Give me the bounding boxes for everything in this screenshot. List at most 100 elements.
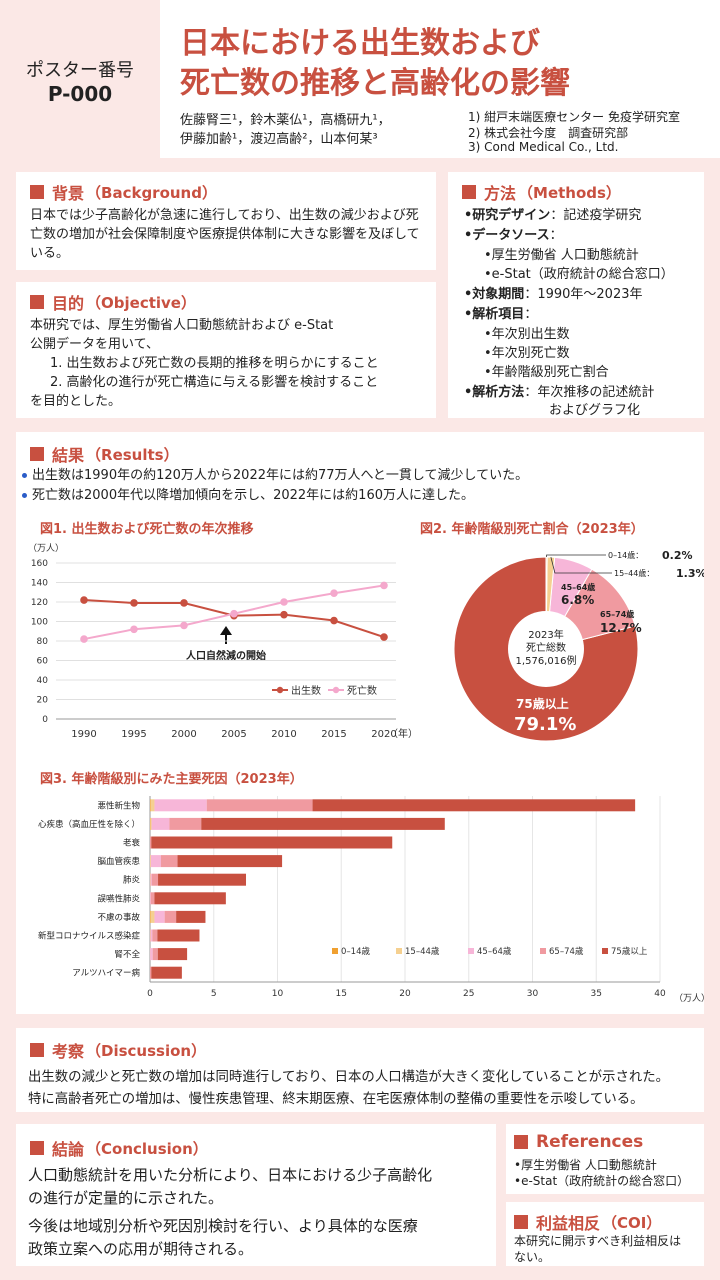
fig1-y-tick-label: 0 (42, 715, 48, 725)
fig3-bar-segment (150, 873, 151, 886)
fig1-x-tick-label: 2010 (271, 729, 296, 740)
fig3-bar-segment (152, 948, 158, 961)
fig1-chart: （万人） （年） 人口自然減の開始 出生数 死亡数 0 20 40 60 80 100 12… (28, 543, 416, 740)
affiliation-2: 2) 株式会社今度 調査研究部 (468, 126, 629, 140)
fig3-legend-label: 0–14歳 (341, 946, 370, 957)
fig3-category-label: 肺炎 (123, 876, 141, 886)
fig1-y-tick-label: 140 (31, 579, 48, 589)
methods-method-2: およびグラフ化 (549, 403, 641, 418)
fig3-bar-segment (169, 817, 202, 830)
fig3-bar-segment (150, 966, 152, 979)
fig1-legend: 出生数 死亡数 (272, 684, 377, 697)
heading-square-icon (30, 1043, 44, 1057)
fig3-category-label: 脳血管疾患 (97, 856, 140, 867)
fig3-category-label: 心疾患（高血圧性を除く） (38, 819, 140, 830)
fig3-bar-segment (164, 910, 177, 923)
fig2-slice (453, 556, 639, 742)
fig3-bar-segment (151, 966, 182, 979)
fig3-x-tick-label: 15 (336, 989, 347, 999)
fig3-bar-segment (154, 910, 165, 923)
fig3-bar-segment (158, 873, 247, 886)
fig1-y-tick-label: 160 (31, 559, 48, 569)
fig3-bar-segment (160, 855, 178, 868)
methods-item-2: •年次別死亡数 (484, 346, 570, 361)
fig2-label-75: 75歳以上 (516, 696, 569, 711)
fig1-data-point (380, 633, 388, 641)
fig1-data-point (180, 621, 188, 630)
references-heading: References (514, 1132, 643, 1152)
fig3-bar-segment (150, 836, 152, 849)
fig2-center-line-2: 死亡総数 (526, 641, 566, 654)
poster-number-box: ポスター番号 P-000 (0, 0, 160, 158)
fig2-label-65-74: 65–74歳 (600, 609, 634, 619)
results-section: 結果 （Results） 出生数は1990年の約120万人から2022年には約7… (16, 432, 704, 1014)
fig3-bar-segment (201, 817, 445, 830)
fig2-label-45-64: 45–64歳 (561, 582, 595, 592)
fig2-leader-line (546, 554, 606, 558)
fig1-x-tick-label: 2015 (321, 729, 346, 740)
fig3-legend-swatch (540, 948, 546, 954)
fig3-bar-segment (150, 799, 151, 812)
fig3-bar-segment (150, 929, 151, 942)
fig3-bar-segment (150, 948, 153, 961)
fig2-center-line-1: 2023年 (528, 628, 563, 641)
fig3-title: 図3. 年齢階級別にみた主要死因（2023年） (40, 772, 303, 787)
discussion-heading: 考察 （Discussion） (30, 1038, 206, 1062)
fig3-category-label: 新型コロナウイルス感染症 (38, 931, 141, 942)
fig3-bar-segment (150, 892, 155, 905)
fig3-bar-segment (150, 873, 152, 886)
fig3-bar-segment (206, 799, 313, 812)
objective-line-1: 本研究では、厚生労働省人口動態統計および e-Stat (30, 318, 334, 333)
fig1-title: 図1. 出生数および死亡数の年次推移 (40, 522, 254, 537)
heading-square-icon (30, 1141, 44, 1155)
fig3-bar-segment (152, 929, 158, 942)
fig3-bar-segment (150, 929, 153, 942)
discussion-line-2: 特に高齢者死亡の増加は、慢性疾患管理、終末期医療、在宅医療体制の整備の重要性を示… (28, 1092, 644, 1107)
methods-source-2: •e-Stat（政府統計の総合窓口） (484, 267, 674, 282)
fig3-bar-segment (154, 892, 226, 905)
fig3-bar-segment (150, 817, 151, 830)
fig1-data-point (230, 609, 238, 618)
fig2-value-0-14: 0.2% (662, 549, 693, 562)
fig1-data-point (80, 596, 88, 604)
coi-line-1: 本研究に開示すべき利益相反は (514, 1234, 682, 1248)
fig1-data-point (80, 635, 88, 643)
fig1-x-unit: （年） (388, 727, 416, 740)
methods-items: •解析項目： (464, 307, 538, 322)
fig1-data-point (280, 598, 288, 606)
header-panel: 日本における出生数および 死亡数の推移と高齢化の影響 佐藤腎三¹，鈴木薬仏¹，高… (160, 0, 720, 158)
fig1-data-point (380, 581, 388, 590)
fig3-category-label: 腎不全 (114, 949, 140, 960)
objective-section: 目的 （Objective） 本研究では、厚生労働省人口動態統計および e-St… (16, 282, 436, 418)
fig3-bar-segment (150, 799, 155, 812)
fig3-category-label: 誤嚥性肺炎 (97, 893, 140, 904)
fig2-chart: 2023年 死亡総数 1,576,016例 0–14歳： 0.2% 15–44歳： 1… (453, 549, 704, 742)
fig3-x-tick-label: 35 (591, 989, 602, 999)
fig2-label-0-14: 0–14歳： (608, 550, 643, 560)
coi-section: 利益相反 （COI） 本研究に開示すべき利益相反は ない。 (506, 1202, 704, 1266)
methods-method: •解析方法：年次推移の記述統計 (464, 385, 655, 400)
fig3-category-label: 悪性新生物 (97, 800, 140, 811)
fig1-x-tick-label: 2020 (371, 729, 396, 740)
fig3-bar-segment (151, 836, 393, 849)
bullet-dot-icon (22, 473, 27, 478)
fig1-x-tick-label: 1990 (71, 729, 96, 740)
fig3-legend-label: 15–44歳 (405, 946, 440, 957)
conclusion-para2-line1: 今後は地域別分析や死因別検討を行い、より具体的な医療 (28, 1217, 418, 1235)
references-section: References •厚生労働省 人口動態統計 •e-Stat（政府統計の総合… (506, 1124, 704, 1194)
fig3-legend-swatch (332, 948, 338, 954)
coi-line-2: ない。 (514, 1250, 551, 1264)
fig2-center-line-3: 1,576,016例 (516, 654, 577, 667)
fig2-leader-line (550, 557, 612, 574)
heading-square-icon (30, 447, 44, 461)
fig1-data-point (130, 625, 138, 634)
affiliation-3: 3) Cond Medical Co., Ltd. (468, 140, 619, 154)
fig3-bar-segment (157, 948, 188, 961)
heading-square-icon (514, 1135, 528, 1149)
methods-design: •研究デザイン：記述疫学研究 (464, 208, 642, 223)
conclusion-para2-line2: 政策立案への応用が期待される。 (28, 1240, 254, 1258)
heading-square-icon (514, 1215, 528, 1229)
poster-number-label: ポスター番号 (26, 60, 134, 81)
fig2-label-15-44: 15–44歳： (614, 568, 654, 578)
fig3-bar-segment (150, 855, 151, 868)
